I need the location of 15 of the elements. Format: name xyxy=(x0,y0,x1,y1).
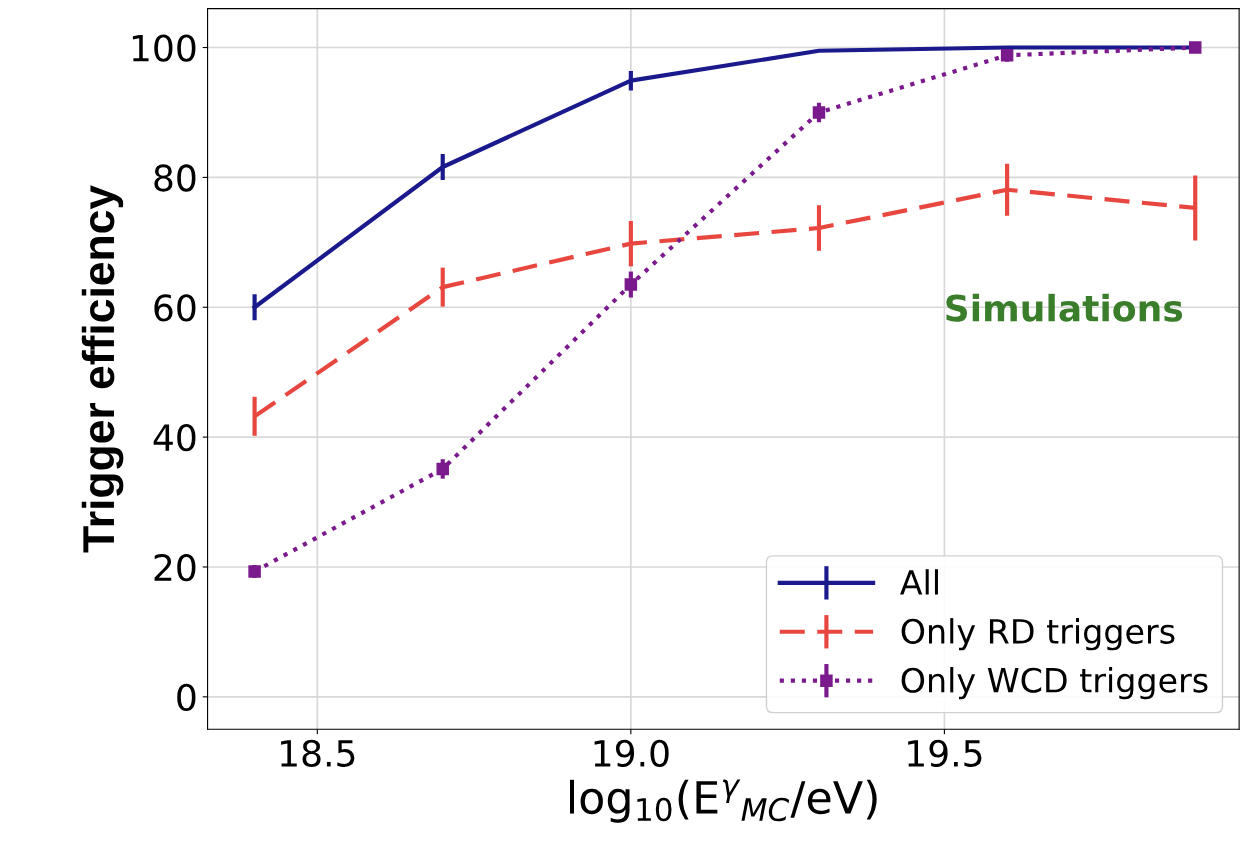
y-axis-title: Trigger efficiency xyxy=(81,185,124,553)
legend-label: Only RD triggers xyxy=(901,618,1175,651)
x-tick-label: 19.5 xyxy=(908,739,982,767)
y-tick-label: 60 xyxy=(154,294,196,322)
legend-label: Only WCD triggers xyxy=(901,667,1208,700)
x-tick-label: 19.0 xyxy=(594,739,669,767)
x-tick-label: 18.5 xyxy=(281,739,355,767)
y-tick-label: 20 xyxy=(154,553,196,582)
y-tick-label: 80 xyxy=(154,164,196,192)
y-tick-label: 0 xyxy=(177,683,196,712)
annotation: Simulations xyxy=(946,293,1183,322)
legend-label: All xyxy=(900,569,938,595)
y-tick-label: 40 xyxy=(153,424,196,452)
x-axis-title: log$_{10}$(E$^{γ}$$_{MC}$/eV) xyxy=(569,779,877,823)
y-tick-label: 100 xyxy=(132,34,196,62)
